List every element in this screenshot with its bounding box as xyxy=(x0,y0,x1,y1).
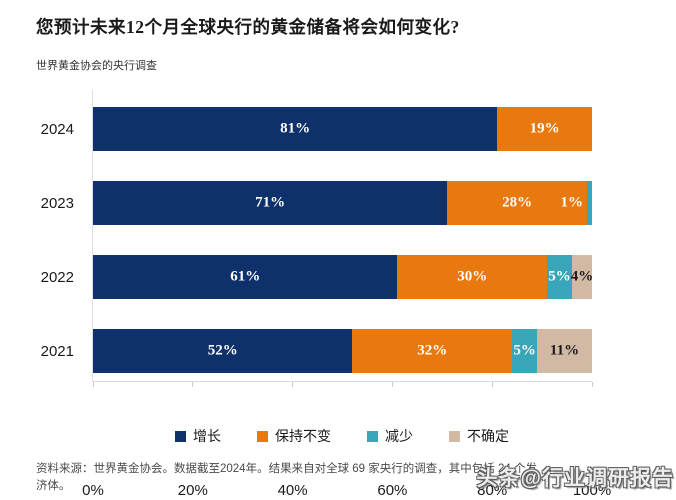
y-axis-label-2023: 2023 xyxy=(40,194,74,212)
bar-value-label: 81% xyxy=(280,120,311,137)
watermark: 头条@行业调研报告 xyxy=(476,467,674,490)
legend-label-increase: 增长 xyxy=(193,428,221,444)
bar-value-label: 52% xyxy=(207,342,238,359)
bar-segment-increase: 61% xyxy=(93,255,398,299)
legend-swatch-decrease xyxy=(367,430,378,442)
x-axis-tick xyxy=(192,382,194,387)
bar-segment-uncertain: 4% xyxy=(570,255,594,299)
x-axis-tick-label: 80% xyxy=(477,482,508,499)
x-axis-tick xyxy=(292,382,294,387)
x-axis-tick xyxy=(92,382,94,387)
y-axis-label-2024: 2024 xyxy=(40,120,74,138)
bar-segment-unchanged: 30% xyxy=(397,255,548,299)
chart-subtitle: 世界黄金协会的央行调查 xyxy=(36,60,157,72)
bar-row-2024: 81% 19% xyxy=(93,107,592,151)
source-note-line1: 资料来源：世界黄金协会。数据截至2024年。结果来自对全球 69 家央行的调查，… xyxy=(36,463,537,475)
bar-value-label: 5% xyxy=(513,342,536,359)
legend-swatch-uncertain xyxy=(449,430,460,442)
bar-value-label: 19% xyxy=(529,120,560,137)
chart-title: 您预计未来12个月全球央行的黄金储备将会如何变化? xyxy=(36,17,460,37)
legend-swatch-unchanged xyxy=(257,430,268,442)
bar-value-label: 28% xyxy=(502,194,533,211)
legend-label-unchanged: 保持不变 xyxy=(275,428,331,444)
bar-segment-decrease: 5% xyxy=(547,255,572,299)
source-note: 资料来源：世界黄金协会。数据截至2024年。结果来自对全球 69 家央行的调查，… xyxy=(36,461,646,494)
legend-swatch-increase xyxy=(175,430,186,442)
bar-value-label: 1% xyxy=(560,194,584,211)
legend-item-uncertain: 不确定 xyxy=(449,426,509,446)
bar-segment-decrease: 5% xyxy=(512,329,538,373)
bar-segment-unchanged: 28% xyxy=(447,181,587,225)
bar-segment-unchanged: 19% xyxy=(497,107,592,151)
x-axis-tick xyxy=(491,382,493,387)
plot-area: 81% 19% 71% 28% 1% 61% 30% 5% 4% 52% 32% 5% 11% 0% 20%… xyxy=(82,90,611,499)
bar-value-label: 5% xyxy=(548,268,571,285)
x-axis-tick-label: 40% xyxy=(277,482,308,499)
x-axis-tick-label: 100% xyxy=(572,482,612,499)
chart-legend: 增长 保持不变 减少 不确定 xyxy=(92,426,592,446)
legend-item-increase: 增长 xyxy=(175,426,221,446)
bar-segment-increase: 52% xyxy=(93,329,353,373)
bar-segment-decrease: 1% xyxy=(561,181,592,225)
x-axis-tick-label: 20% xyxy=(177,482,208,499)
bar-row-2023: 71% 28% 1% xyxy=(93,181,592,225)
bar-value-label: 4% xyxy=(570,268,594,285)
bar-value-label: 11% xyxy=(549,342,580,359)
bar-row-2021: 52% 32% 5% 11% xyxy=(93,329,592,373)
y-axis-label-2021: 2021 xyxy=(40,342,74,360)
y-axis-label-2022: 2022 xyxy=(40,268,74,286)
bar-segment-increase: 81% xyxy=(93,107,498,151)
bar-segment-unchanged: 32% xyxy=(352,329,513,373)
bar-row-2022: 61% 30% 5% 4% xyxy=(93,255,594,299)
source-note-line2: 济体。 xyxy=(36,479,71,492)
bar-value-label: 30% xyxy=(457,268,488,285)
legend-label-decrease: 减少 xyxy=(385,428,413,444)
x-axis-tick xyxy=(591,382,593,387)
x-axis-tick xyxy=(391,382,393,387)
legend-item-decrease: 减少 xyxy=(367,426,413,446)
legend-item-unchanged: 保持不变 xyxy=(257,426,331,446)
x-axis-tick-label: 60% xyxy=(377,482,408,499)
bar-segment-increase: 71% xyxy=(93,181,448,225)
bar-value-label: 71% xyxy=(255,194,286,211)
bar-value-label: 61% xyxy=(230,268,261,285)
x-axis-tick-label: 0% xyxy=(82,482,104,499)
bar-segment-uncertain: 11% xyxy=(537,329,592,373)
y-axis-labels: 2024 2023 2022 2021 xyxy=(0,90,84,382)
legend-label-uncertain: 不确定 xyxy=(467,428,509,444)
bar-value-label: 32% xyxy=(417,342,448,359)
